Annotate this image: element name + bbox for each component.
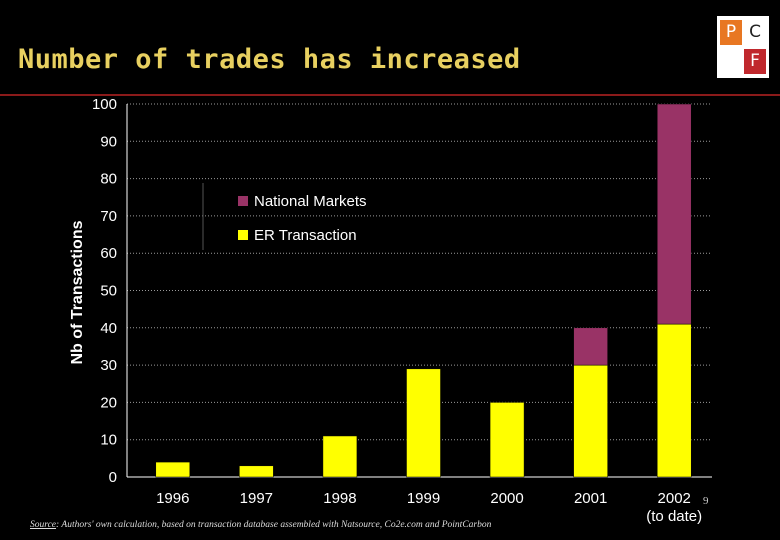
x-tick-label-4: 2000 bbox=[490, 490, 523, 507]
x-tick-label-6: 2002 bbox=[658, 490, 691, 507]
x-tick-label-3: 1999 bbox=[407, 490, 440, 507]
pcf-logo: P C F bbox=[717, 16, 769, 78]
bar-er-transaction-3 bbox=[406, 368, 441, 478]
y-tick-label-0: 0 bbox=[109, 469, 117, 486]
x-tick-label-0: 1996 bbox=[156, 490, 189, 507]
y-tick-label-30: 30 bbox=[100, 357, 117, 374]
y-tick-label-50: 50 bbox=[100, 283, 117, 300]
legend-label-0: National Markets bbox=[254, 193, 367, 210]
y-tick-label-100: 100 bbox=[92, 96, 117, 113]
y-tick-label-80: 80 bbox=[100, 171, 117, 188]
page-number: 9 bbox=[703, 495, 709, 507]
slide-title: Number of trades has increased bbox=[18, 44, 521, 75]
bar-er-transaction-1 bbox=[239, 465, 274, 478]
bar-national-markets-5 bbox=[573, 327, 608, 366]
x-tick-label-2: 1998 bbox=[323, 490, 356, 507]
y-tick-label-70: 70 bbox=[100, 208, 117, 225]
y-axis-label: Nb of Transactions bbox=[69, 220, 86, 364]
bar-er-transaction-2 bbox=[322, 435, 358, 478]
logo-letter-f: F bbox=[744, 49, 766, 74]
bar-er-transaction-4 bbox=[489, 402, 525, 478]
logo-letter-c: C bbox=[744, 20, 766, 45]
legend-swatch-0 bbox=[238, 196, 248, 206]
source-label: Source bbox=[30, 520, 57, 530]
x-tick-label-5: 2001 bbox=[574, 490, 607, 507]
bar-er-transaction-0 bbox=[155, 461, 191, 478]
y-tick-label-60: 60 bbox=[100, 245, 117, 262]
title-divider bbox=[0, 94, 780, 96]
y-tick-label-90: 90 bbox=[100, 133, 117, 150]
source-note: Source: Authors' own calculation, based … bbox=[30, 520, 491, 530]
logo-letter-p: P bbox=[720, 20, 742, 45]
y-tick-label-40: 40 bbox=[100, 320, 117, 337]
bar-national-markets-6 bbox=[656, 103, 692, 325]
bar-er-transaction-5 bbox=[573, 364, 608, 478]
y-tick-label-10: 10 bbox=[100, 432, 117, 449]
source-text: : Authors' own calculation, based on tra… bbox=[56, 520, 492, 530]
y-tick-label-20: 20 bbox=[100, 394, 117, 411]
x-tick-label-6-line1: (to date) bbox=[646, 508, 702, 525]
x-tick-label-1: 1997 bbox=[240, 490, 273, 507]
legend-label-1: ER Transaction bbox=[254, 227, 357, 244]
legend-swatch-1 bbox=[238, 230, 248, 240]
bar-er-transaction-6 bbox=[656, 323, 692, 478]
